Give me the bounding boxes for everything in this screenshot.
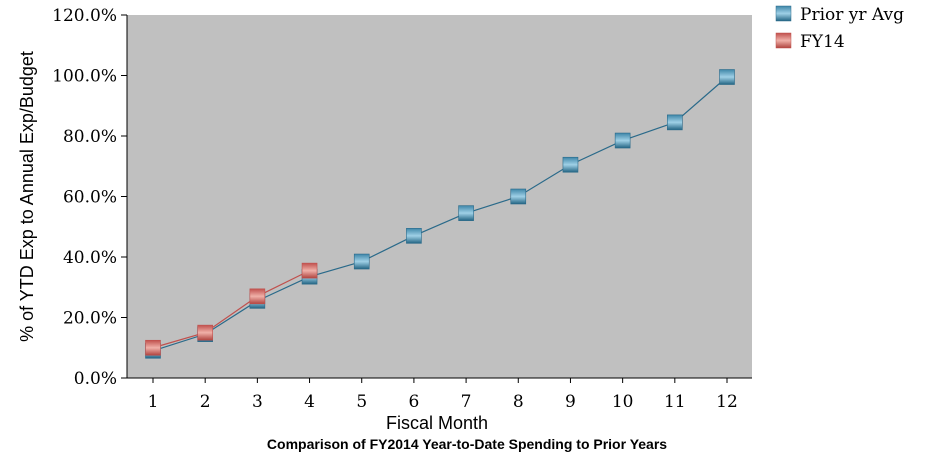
y-tick-label: 0.0% [74,369,117,389]
legend-item-fy14[interactable]: FY14 [775,32,845,52]
data-point[interactable] [510,188,527,205]
x-tick-label: 11 [664,392,686,412]
data-point[interactable] [667,114,683,131]
x-axis: 1 2 3 4 5 6 7 8 9 10 11 12 [127,377,752,412]
data-point[interactable] [614,132,631,149]
x-tick-label: 5 [356,392,367,412]
y-tick-label: 40.0% [63,248,117,268]
x-tick-label: 6 [408,392,419,412]
x-tick-label: 12 [716,392,738,412]
series-fy14 [145,262,318,356]
x-tick-label: 7 [461,392,472,412]
legend-label-prior-yr-avg: Prior yr Avg [800,5,904,25]
x-tick-label: 4 [304,392,315,412]
data-point[interactable] [301,262,318,279]
y-tick-label: 60.0% [63,188,117,208]
y-tick-label: 20.0% [63,309,117,329]
y-tick-label: 100.0% [52,67,117,87]
y-tick-label: 120.0% [52,6,117,26]
legend-label-fy14: FY14 [800,32,845,52]
data-point[interactable] [719,69,735,85]
y-axis: 0.0% 20.0% 40.0% 60.0% 80.0% 100.0% 120.0% [52,6,128,389]
x-tick-label: 3 [252,392,263,412]
legend-swatch-prior-yr-avg [775,5,792,22]
x-tick-label: 2 [200,392,211,412]
series-layer [145,69,735,359]
x-tick-label: 8 [513,392,524,412]
x-tick-label: 1 [148,392,159,412]
x-axis-title: Fiscal Month [386,413,488,433]
data-point[interactable] [458,205,474,221]
data-point[interactable] [197,324,213,341]
y-tick-label: 80.0% [63,127,117,147]
chart-title: Comparison of FY2014 Year-to-Date Spendi… [267,436,667,452]
legend-item-prior-yr-avg[interactable]: Prior yr Avg [775,5,904,25]
legend-swatch-fy14 [775,32,792,49]
series-line [152,270,310,349]
x-tick-label: 9 [565,392,576,412]
data-point[interactable] [145,339,161,356]
x-tick-label: 10 [612,392,634,412]
series-line [152,76,728,352]
data-point[interactable] [353,253,370,270]
data-point[interactable] [562,156,579,173]
data-point[interactable] [406,228,422,244]
y-axis-title: % of YTD Exp to Annual Exp/Budget [17,51,37,342]
data-point[interactable] [249,288,266,305]
legend: Prior yr Avg FY14 [775,5,904,52]
